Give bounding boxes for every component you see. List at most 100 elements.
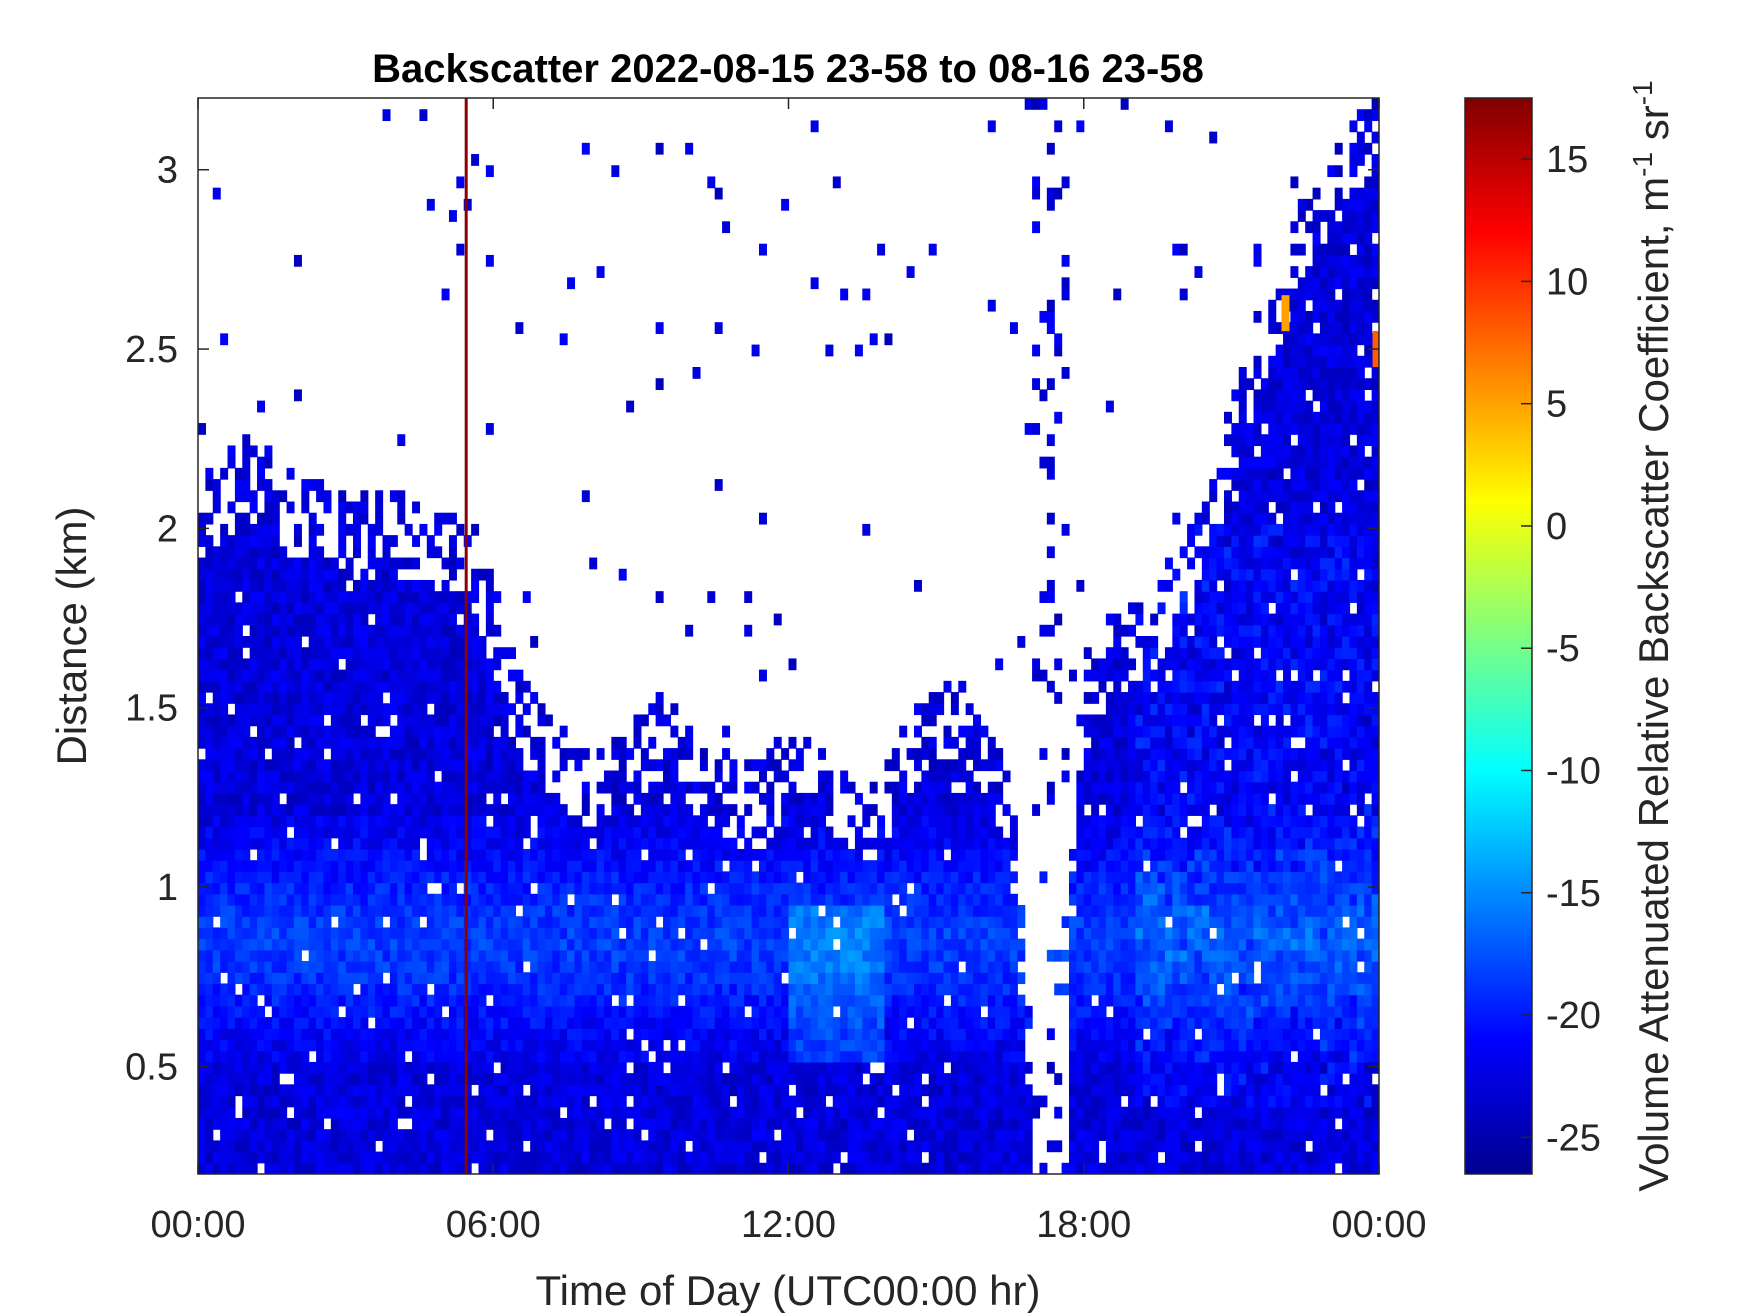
heatmap-cell	[198, 703, 206, 716]
heatmap-cell	[508, 1073, 516, 1085]
heatmap-cell	[1061, 770, 1070, 783]
heatmap-cell	[567, 1129, 576, 1141]
heatmap-cell	[692, 367, 701, 379]
heatmap-cell	[271, 523, 280, 536]
heatmap-cell	[249, 445, 258, 458]
heatmap-cell	[227, 725, 236, 738]
heatmap-cell	[603, 860, 612, 872]
heatmap-cell	[980, 1028, 989, 1041]
heatmap-cell	[257, 871, 266, 884]
heatmap-cell	[316, 1005, 325, 1018]
heatmap-cell	[301, 1129, 310, 1141]
heatmap-cell	[677, 1028, 686, 1041]
heatmap-cell	[847, 848, 856, 861]
heatmap-cell	[884, 1050, 893, 1063]
heatmap-cell	[205, 1162, 214, 1174]
heatmap-cell	[995, 905, 1004, 917]
heatmap-cell	[367, 804, 376, 816]
heatmap-cell	[456, 1017, 465, 1029]
heatmap-cell	[965, 770, 974, 783]
heatmap-cell	[995, 938, 1004, 951]
heatmap-cell	[899, 1095, 908, 1108]
heatmap-cell	[286, 916, 295, 929]
heatmap-cell	[426, 871, 435, 884]
heatmap-cell	[227, 1162, 236, 1174]
heatmap-cell	[810, 938, 819, 951]
heatmap-cell	[1046, 434, 1055, 447]
heatmap-cell	[404, 792, 413, 805]
heatmap-cell	[404, 1140, 413, 1153]
heatmap-cell	[744, 927, 753, 940]
heatmap-cell	[869, 333, 878, 346]
heatmap-cell	[552, 1162, 561, 1174]
heatmap-cell	[242, 882, 251, 895]
heatmap-cell	[618, 1061, 627, 1074]
heatmap-cell	[301, 848, 310, 861]
heatmap-cell	[714, 927, 723, 940]
heatmap-cell	[522, 871, 531, 884]
heatmap-cell	[264, 905, 273, 917]
heatmap-cell	[581, 804, 590, 816]
heatmap-cell	[227, 781, 236, 794]
heatmap-cell	[670, 916, 679, 929]
heatmap-cell	[589, 1084, 598, 1097]
heatmap-cell	[360, 736, 369, 749]
heatmap-cell	[1061, 523, 1070, 536]
heatmap-cell	[877, 1017, 886, 1029]
heatmap-cell	[552, 916, 561, 929]
heatmap-cell	[360, 759, 369, 772]
heatmap-cell	[426, 602, 435, 615]
heatmap-cell	[234, 557, 243, 570]
heatmap-cell	[788, 972, 797, 985]
heatmap-cell	[353, 748, 361, 760]
heatmap-cell	[766, 882, 775, 895]
heatmap-cell	[766, 781, 775, 794]
heatmap-cell	[633, 983, 642, 996]
heatmap-cell	[316, 1050, 325, 1063]
heatmap-cell	[249, 579, 258, 592]
heatmap-cell	[323, 557, 332, 570]
heatmap-cell	[441, 848, 450, 861]
heatmap-cell	[648, 893, 657, 906]
heatmap-cell	[389, 1151, 398, 1164]
heatmap-cell	[581, 927, 590, 940]
heatmap-cell	[441, 1129, 450, 1141]
heatmap-cell	[825, 1084, 834, 1097]
heatmap-cell	[441, 647, 450, 660]
heatmap-cell	[323, 692, 332, 704]
heatmap-cell	[736, 1039, 745, 1052]
heatmap-cell	[338, 1117, 347, 1130]
heatmap-cell	[212, 893, 221, 906]
heatmap-cell	[227, 1106, 236, 1119]
heatmap-cell	[308, 523, 317, 536]
heatmap-cell	[397, 1039, 406, 1052]
heatmap-cell	[544, 1162, 553, 1174]
heatmap-cell	[913, 860, 922, 872]
heatmap-cell	[840, 961, 849, 973]
heatmap-cell	[744, 624, 753, 637]
heatmap-cell	[699, 1151, 708, 1164]
heatmap-cell	[559, 759, 568, 772]
heatmap-cell	[360, 1005, 369, 1018]
heatmap-cell	[279, 1095, 288, 1108]
heatmap-cell	[810, 972, 819, 985]
heatmap-cell	[862, 1140, 871, 1153]
heatmap-cell	[249, 826, 258, 839]
heatmap-cell	[699, 826, 708, 839]
heatmap-cell	[928, 804, 937, 816]
heatmap-cell	[552, 792, 561, 805]
heatmap-cell	[257, 748, 266, 760]
heatmap-cell	[973, 714, 982, 727]
heatmap-cell	[301, 1095, 310, 1108]
heatmap-cell	[677, 905, 686, 917]
heatmap-cell	[663, 1084, 671, 1097]
heatmap-cell	[360, 636, 369, 648]
heatmap-cell	[840, 1050, 849, 1063]
heatmap-cell	[581, 1017, 590, 1029]
heatmap-cell	[271, 994, 280, 1007]
heatmap-cell	[795, 815, 804, 828]
heatmap-cell	[751, 927, 760, 940]
heatmap-cell	[773, 1017, 782, 1029]
heatmap-cell	[810, 871, 819, 884]
heatmap-cell	[485, 613, 494, 626]
